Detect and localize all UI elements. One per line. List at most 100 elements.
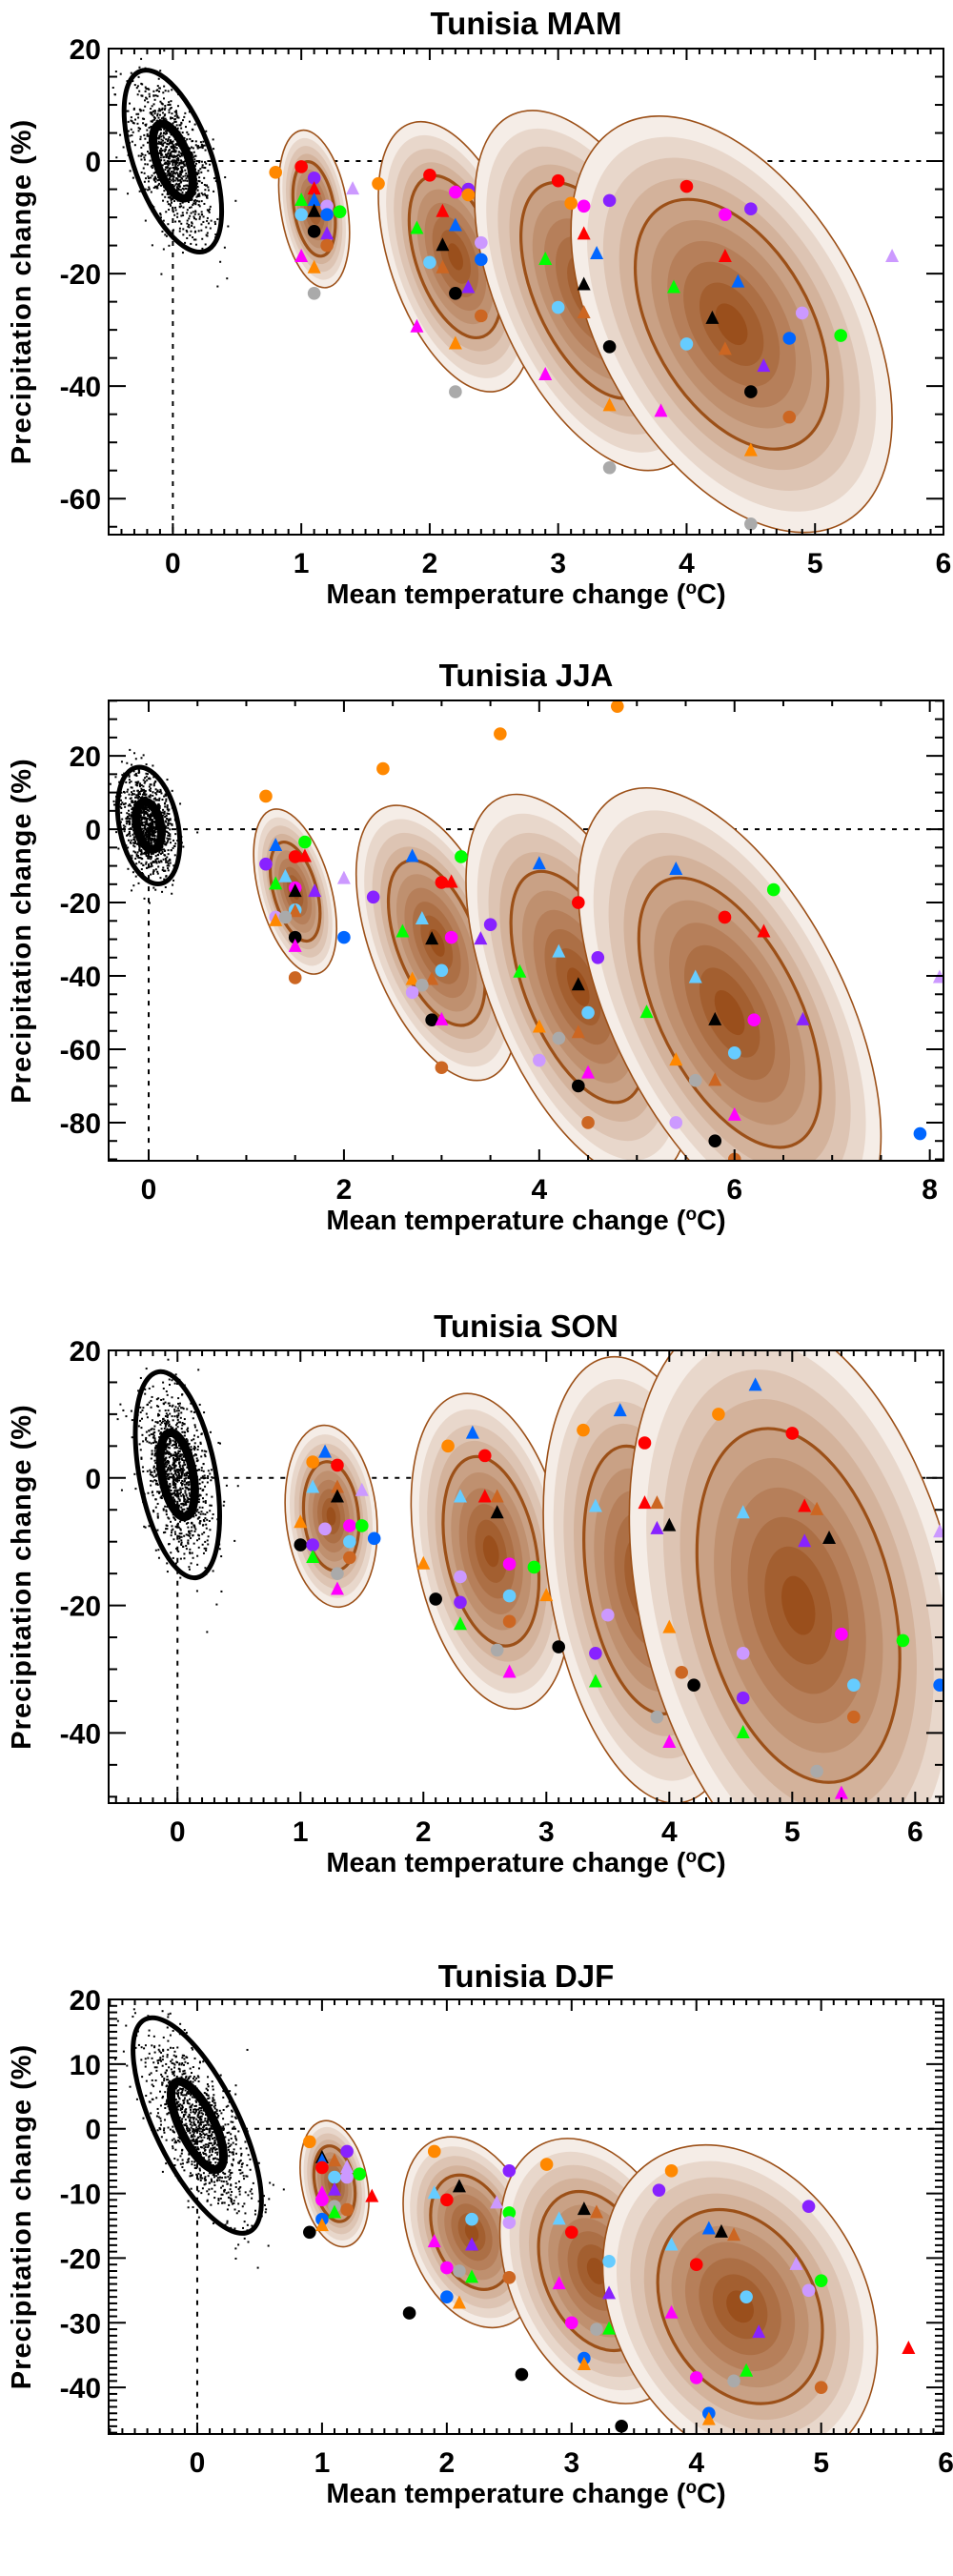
model-point-triangle xyxy=(705,310,720,324)
model-point-circle xyxy=(461,188,476,202)
model-point-circle xyxy=(577,1423,590,1437)
model-point-triangle xyxy=(757,923,771,938)
model-point-circle xyxy=(343,1519,356,1532)
model-point-circle xyxy=(429,1592,442,1606)
y-tick-label: -20 xyxy=(60,1592,101,1623)
model-point-circle xyxy=(664,2164,679,2178)
y-tick-label: 20 xyxy=(70,741,101,773)
model-point-circle xyxy=(600,1608,615,1622)
model-point-triangle xyxy=(796,1011,810,1025)
x-tick-label: 1 xyxy=(294,548,310,579)
model-point-triangle xyxy=(513,963,527,978)
model-point-triangle xyxy=(336,870,351,884)
model-point-circle xyxy=(814,2274,828,2287)
model-point-triangle xyxy=(552,2276,566,2290)
model-point-circle xyxy=(727,1046,741,1060)
model-point-circle xyxy=(689,2371,703,2384)
y-tick-label: -60 xyxy=(60,1035,101,1066)
axis-ticks xyxy=(109,1998,943,2434)
model-point-triangle xyxy=(638,1495,652,1510)
likelihood-contour xyxy=(695,1427,902,1784)
natural-variability-cloud xyxy=(116,1358,239,1633)
model-point-circle xyxy=(353,2167,366,2181)
model-point-circle xyxy=(303,2135,316,2149)
x-tick-label: 0 xyxy=(170,1816,186,1848)
x-tick-label: 5 xyxy=(813,2447,829,2479)
x-tick-label: 2 xyxy=(336,1174,353,1206)
model-point-triangle xyxy=(452,2295,466,2309)
model-point-circle xyxy=(615,2420,628,2433)
model-point-triangle xyxy=(602,2321,617,2335)
plot-area xyxy=(114,2008,943,2434)
model-point-triangle xyxy=(666,279,680,294)
model-point-circle xyxy=(416,978,429,992)
x-tick-label: 8 xyxy=(922,1174,938,1206)
model-point-circle xyxy=(896,1633,910,1648)
model-point-triangle xyxy=(465,1425,479,1439)
x-axis-label: Mean temperature change (oC) xyxy=(326,578,725,610)
model-point-triangle xyxy=(448,217,462,232)
model-point-triangle xyxy=(552,2211,566,2225)
panel-title: Tunisia DJF xyxy=(438,1958,615,1994)
model-point-circle xyxy=(687,1678,700,1693)
y-axis-label: Precipitation change (%) xyxy=(7,758,37,1103)
projection-distribution xyxy=(628,1350,943,1803)
model-point-circle xyxy=(294,160,308,173)
y-tick-label: -30 xyxy=(60,2308,101,2340)
model-point-circle xyxy=(835,1627,848,1641)
model-point-circle xyxy=(453,2264,466,2278)
model-point-triangle xyxy=(669,1052,683,1066)
model-point-triangle xyxy=(465,2269,479,2283)
y-tick-label: -20 xyxy=(60,888,101,920)
model-point-triangle xyxy=(834,1785,848,1799)
model-point-circle xyxy=(502,1614,517,1629)
model-point-triangle xyxy=(308,883,322,898)
natural-variability-inner-contour xyxy=(148,119,197,203)
plot-area xyxy=(109,700,943,1161)
model-point-triangle xyxy=(577,2201,591,2216)
model-point-triangle xyxy=(340,2160,355,2174)
y-tick-label: 0 xyxy=(85,2115,101,2146)
model-point-circle xyxy=(539,2158,554,2171)
model-point-circle xyxy=(340,2202,354,2217)
model-point-triangle xyxy=(297,848,312,862)
x-tick-label: 4 xyxy=(688,2447,704,2479)
model-point-triangle xyxy=(474,931,488,945)
panel-title: Tunisia SON xyxy=(434,1308,618,1344)
model-point-triangle xyxy=(306,1479,320,1493)
model-point-circle xyxy=(744,202,758,216)
model-point-triangle xyxy=(330,1489,344,1503)
model-point-triangle xyxy=(415,910,429,924)
model-point-triangle xyxy=(613,1403,627,1417)
model-point-circle xyxy=(366,890,380,904)
model-point-triangle xyxy=(453,1616,467,1631)
model-point-triangle xyxy=(589,2204,603,2219)
y-tick-label: 20 xyxy=(70,1985,101,2017)
y-tick-label: -40 xyxy=(60,962,101,993)
model-point-circle xyxy=(333,205,347,218)
x-tick-label: 5 xyxy=(784,1816,801,1848)
model-point-triangle xyxy=(588,1498,602,1512)
model-point-triangle xyxy=(577,305,591,319)
model-point-circle xyxy=(288,850,302,863)
model-point-circle xyxy=(423,255,436,270)
x-tick-label: 0 xyxy=(190,2447,206,2479)
shade-band xyxy=(715,303,748,346)
model-point-triangle xyxy=(318,1444,333,1458)
x-tick-label: 1 xyxy=(293,1816,309,1848)
model-point-circle xyxy=(766,882,781,897)
model-point-triangle xyxy=(288,938,302,952)
model-point-circle xyxy=(795,306,809,320)
model-point-triangle xyxy=(532,856,546,870)
panel-jja: Tunisia JJA 0 2 4 6 8 20 0 -20 -40 -60 -80 Mean temp… xyxy=(7,658,944,1236)
model-point-circle xyxy=(294,208,308,221)
y-tick-label: -40 xyxy=(60,372,101,403)
model-point-triangle xyxy=(708,1011,722,1025)
model-point-triangle xyxy=(328,2153,342,2167)
x-tick-label: 1 xyxy=(314,2447,331,2479)
model-point-triangle xyxy=(885,249,900,263)
model-points xyxy=(259,700,943,1161)
model-point-triangle xyxy=(328,2181,342,2196)
x-tick-label: 2 xyxy=(422,548,438,579)
plot-frame xyxy=(108,1998,944,2435)
